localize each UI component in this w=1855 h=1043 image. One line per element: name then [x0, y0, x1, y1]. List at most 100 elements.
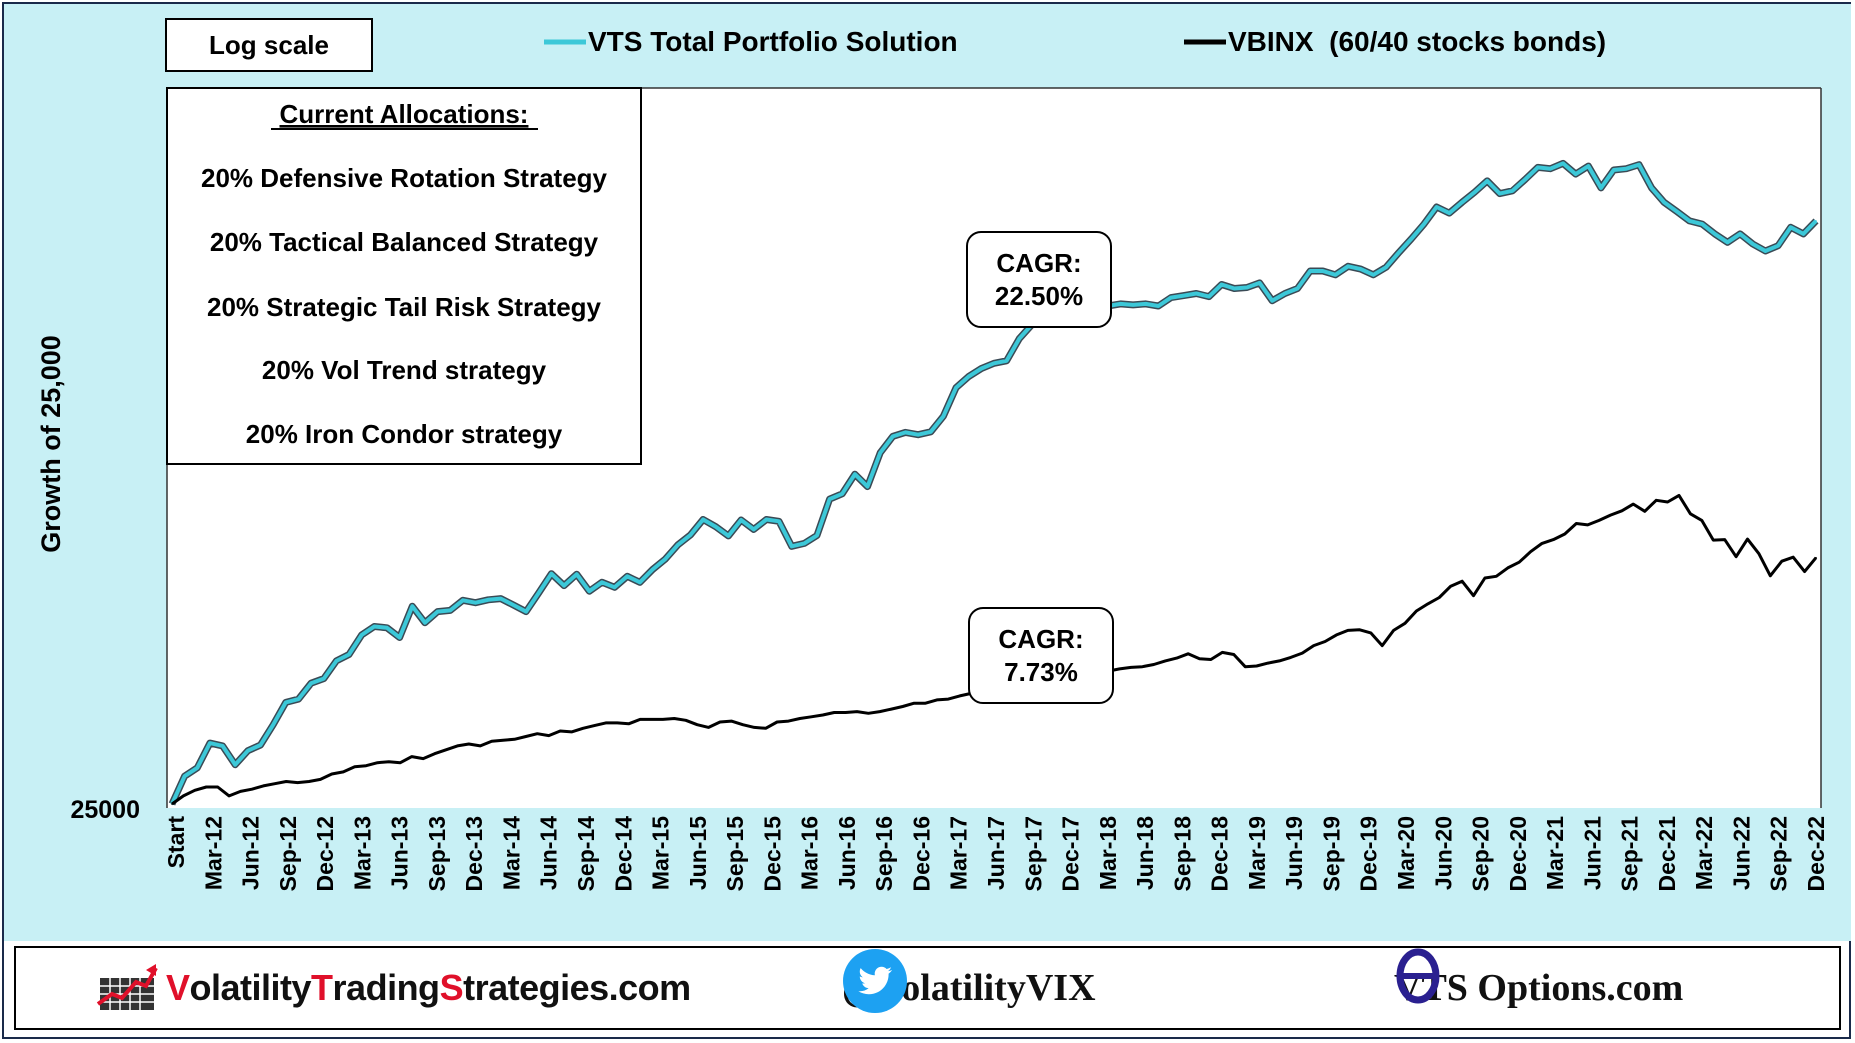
- data-point: [1397, 251, 1400, 254]
- data-point: [651, 568, 654, 571]
- data-point: [1575, 522, 1578, 525]
- data-point: [194, 789, 196, 792]
- data-point: [1564, 533, 1566, 535]
- x-tick-label: Jun-19: [1281, 816, 1307, 890]
- data-point: [787, 720, 790, 722]
- log-scale-box: [165, 18, 373, 72]
- data-point: [1625, 167, 1628, 170]
- data-point: [1312, 644, 1315, 647]
- x-tick-label: Sep-17: [1020, 816, 1046, 891]
- brand-part-trading-first-letter: T: [311, 967, 333, 1008]
- data-point: [593, 724, 596, 727]
- data-point: [1392, 629, 1395, 632]
- x-tick-label: Dec-21: [1654, 816, 1680, 892]
- data-point: [1233, 653, 1235, 656]
- data-point: [1587, 165, 1590, 167]
- x-tick-label: Jun-15: [685, 816, 711, 890]
- data-point: [1484, 577, 1486, 579]
- data-point: [1574, 173, 1577, 175]
- x-tick-label: Dec-13: [461, 816, 487, 891]
- data-point: [216, 786, 219, 788]
- data-point: [844, 711, 847, 714]
- data-point: [525, 735, 527, 738]
- data-point: [234, 763, 236, 766]
- data-point: [319, 778, 322, 781]
- data-point: [828, 498, 831, 500]
- data-point: [1524, 178, 1526, 181]
- data-point: [479, 745, 482, 747]
- x-tick-label: Dec-16: [909, 816, 935, 891]
- x-tick-label: Sep-13: [424, 816, 450, 891]
- data-point: [1132, 304, 1134, 306]
- data-point: [228, 795, 230, 797]
- data-point: [1335, 634, 1338, 636]
- x-tick-label: Mar-19: [1244, 816, 1270, 890]
- data-point: [822, 714, 824, 716]
- data-point: [1164, 660, 1167, 662]
- data-point: [513, 738, 516, 741]
- data-point: [1701, 519, 1703, 522]
- data-point: [776, 721, 778, 723]
- legend-label-vbinx: VBINX (60/40 stocks bonds): [1228, 26, 1606, 57]
- data-point: [677, 544, 679, 546]
- data-point: [296, 781, 299, 784]
- x-tick-label: Sep-22: [1766, 816, 1792, 891]
- data-point: [1802, 233, 1805, 235]
- data-point: [1552, 538, 1555, 541]
- x-tick-label: Sep-16: [871, 816, 897, 891]
- x-tick-label: Jun-18: [1132, 816, 1158, 890]
- data-point: [335, 660, 338, 662]
- data-point: [348, 653, 350, 656]
- data-point: [947, 698, 950, 700]
- data-point: [1735, 555, 1737, 558]
- allocations-title: Current Allocations:: [280, 99, 529, 129]
- y-axis-label: Growth of 25,000: [36, 335, 66, 553]
- x-tick-label: Dec-17: [1058, 816, 1084, 891]
- data-point: [182, 795, 185, 797]
- data-point: [742, 723, 744, 726]
- data-point: [967, 375, 970, 378]
- data-point: [588, 590, 591, 592]
- data-point: [730, 720, 733, 722]
- theta-logo-icon: [1396, 948, 1440, 1004]
- data-point: [1170, 296, 1172, 299]
- data-point: [1678, 494, 1680, 497]
- data-point: [959, 695, 961, 697]
- data-point: [1423, 223, 1425, 225]
- data-point: [1752, 243, 1754, 245]
- data-point: [799, 717, 801, 720]
- data-point: [1472, 594, 1475, 597]
- data-point: [1632, 503, 1635, 505]
- data-point: [1359, 268, 1362, 270]
- data-point: [1119, 303, 1122, 305]
- data-point: [1284, 292, 1286, 295]
- data-point: [1612, 169, 1615, 171]
- cagr-vts-box: [966, 231, 1112, 328]
- data-point: [1244, 665, 1246, 668]
- data-point: [1507, 567, 1509, 569]
- data-point: [1005, 360, 1008, 362]
- brand-twitter[interactable]: @VolatilityVIX: [842, 948, 1096, 1028]
- cagr-vts-label: CAGR:: [996, 248, 1081, 278]
- data-point: [892, 435, 894, 438]
- data-point: [1746, 538, 1749, 540]
- data-point: [1118, 668, 1121, 670]
- data-point: [487, 599, 490, 601]
- data-point: [436, 610, 439, 613]
- x-tick-label: Mar-20: [1393, 816, 1419, 890]
- data-point: [719, 721, 721, 723]
- data-point: [913, 702, 915, 704]
- brand-vts-options[interactable]: VTS Options.com: [1394, 948, 1683, 1028]
- data-point: [1246, 286, 1248, 289]
- data-point: [1141, 665, 1144, 668]
- data-point: [1499, 192, 1501, 195]
- data-point: [1435, 206, 1438, 208]
- data-point: [930, 431, 932, 433]
- chart-area: Log scale VTS Total Portfolio Solution V…: [4, 4, 1851, 941]
- data-point: [1621, 510, 1623, 512]
- data-point: [936, 699, 938, 701]
- data-point: [1381, 644, 1383, 647]
- data-point: [1370, 632, 1372, 634]
- data-point: [1777, 244, 1779, 247]
